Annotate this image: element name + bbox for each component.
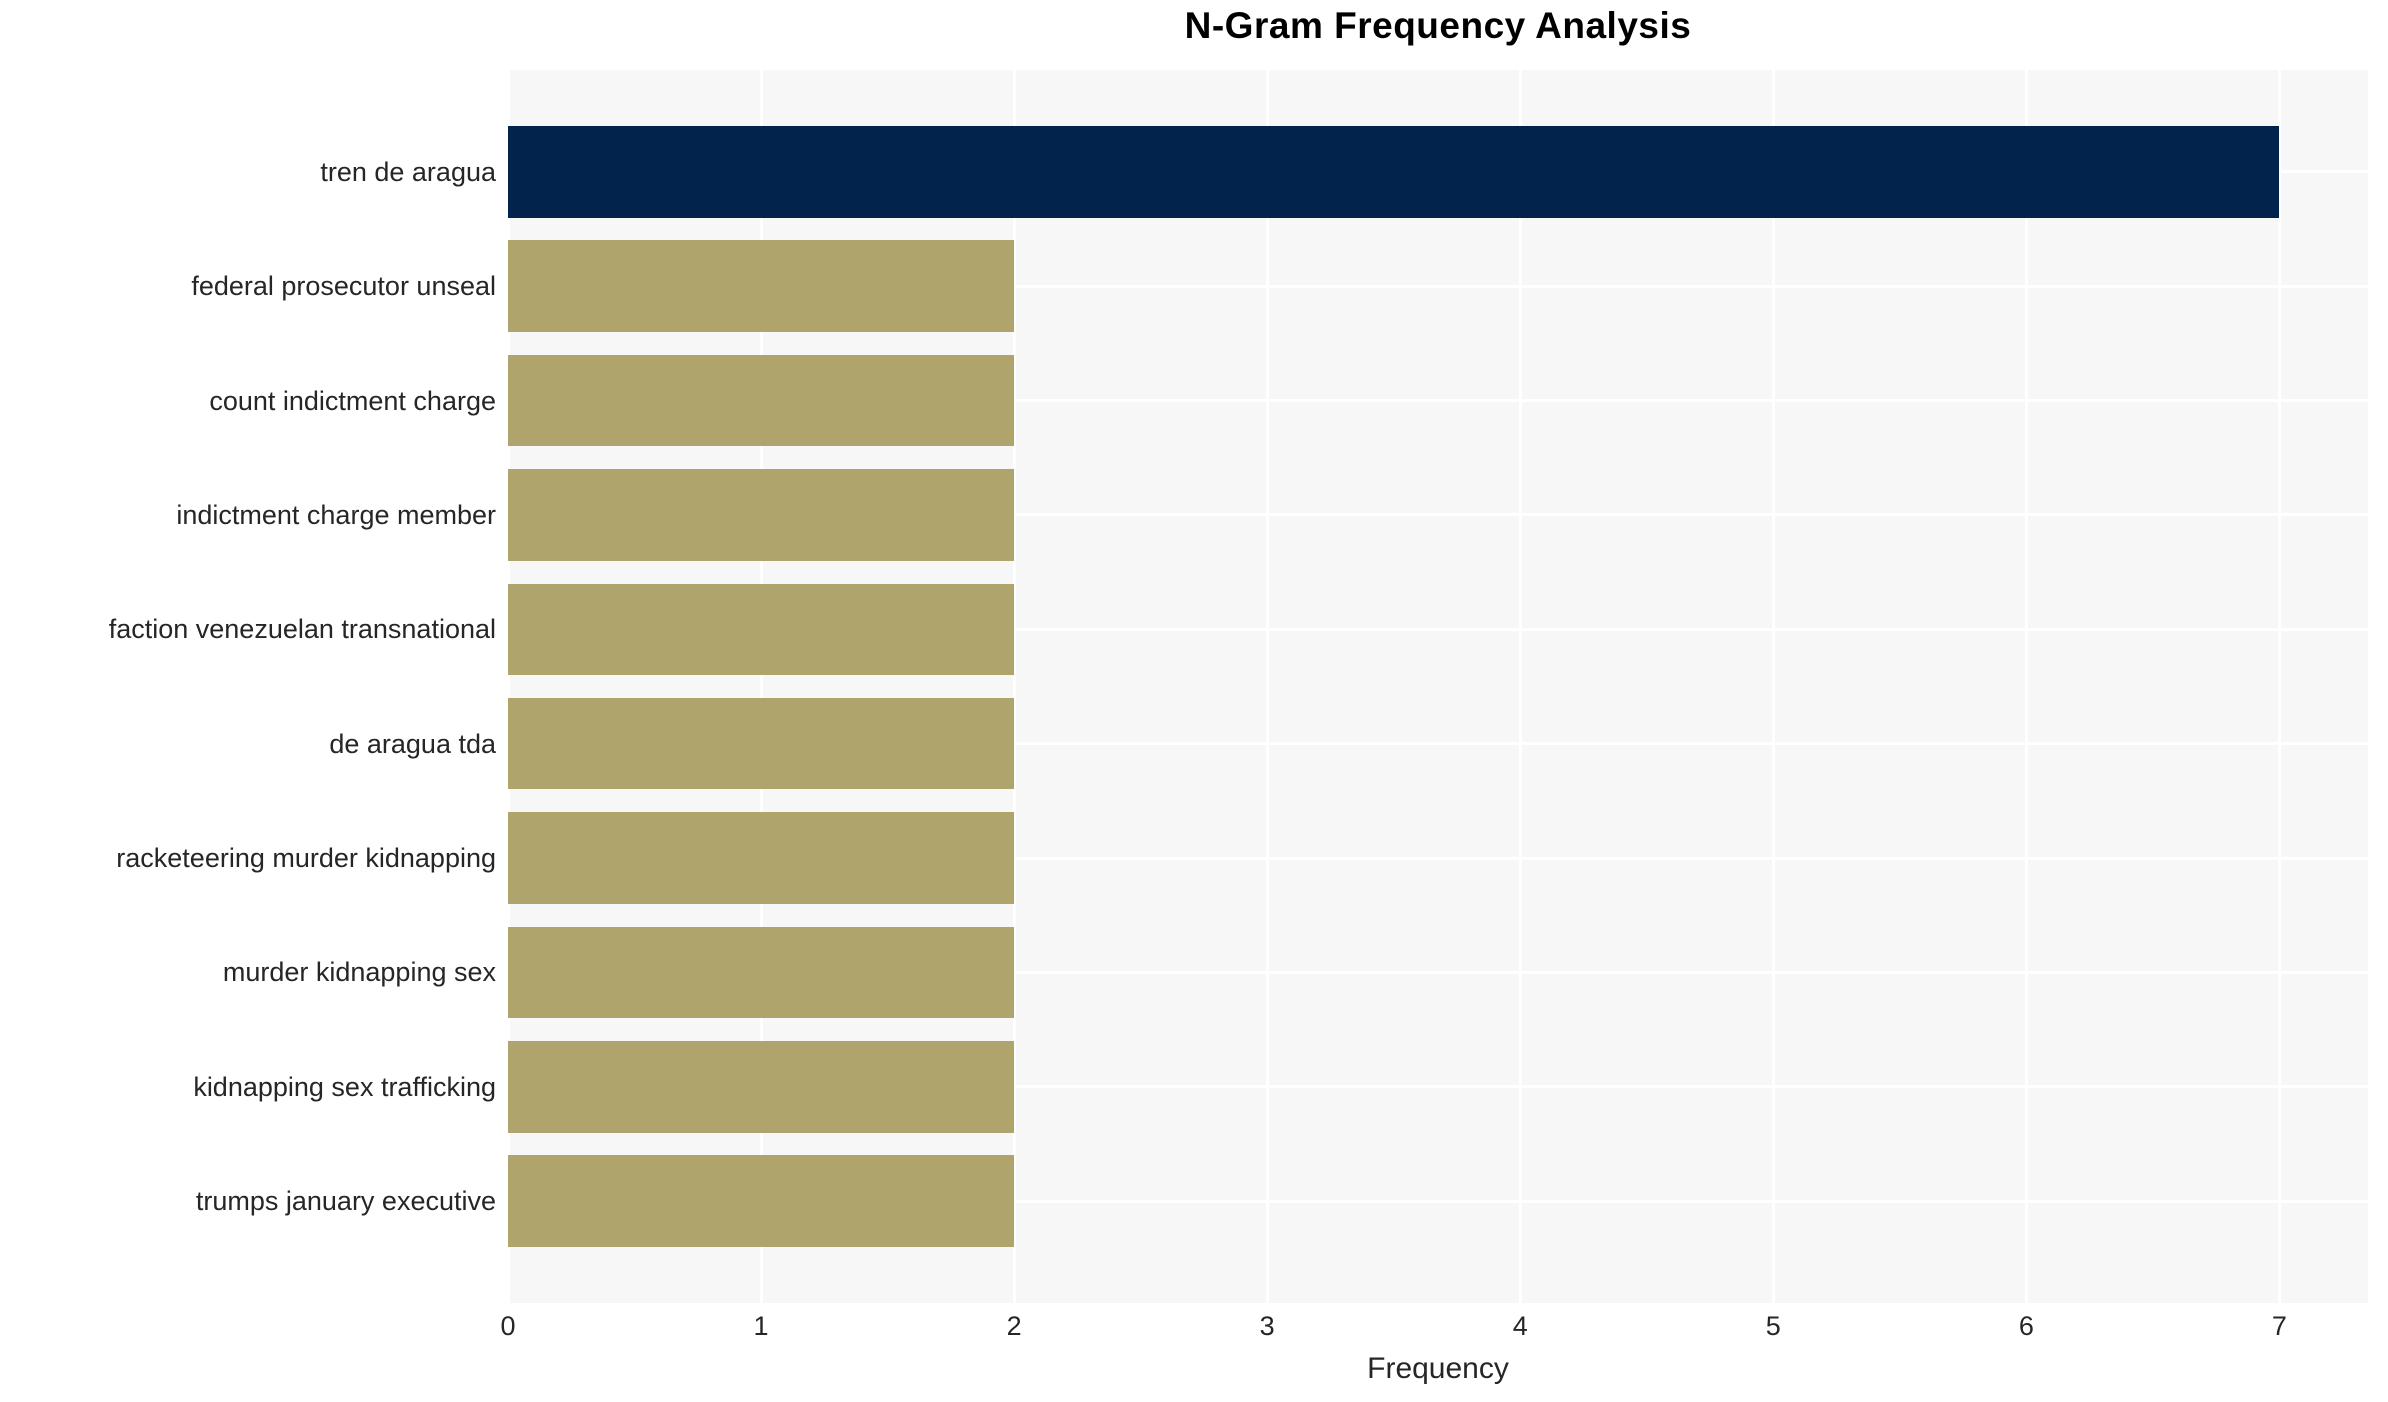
gridline-vertical <box>2277 70 2281 1303</box>
gridline-horizontal <box>508 856 2368 860</box>
x-tick-label: 6 <box>2018 1311 2034 1341</box>
gridline-horizontal <box>508 284 2368 288</box>
bar <box>508 926 1015 1019</box>
category-label: tren de aragua <box>320 156 496 187</box>
x-tick-label: 3 <box>1259 1311 1275 1341</box>
x-tick-label: 2 <box>1006 1311 1022 1341</box>
category-label: kidnapping sex trafficking <box>193 1071 496 1102</box>
gridline-horizontal <box>508 513 2368 517</box>
category-label: count indictment charge <box>209 385 496 416</box>
gridline-horizontal <box>508 970 2368 974</box>
chart-title: N-Gram Frequency Analysis <box>1184 5 1692 46</box>
x-tick-label: 4 <box>1512 1311 1528 1341</box>
bar <box>508 812 1015 904</box>
category-label: trumps january executive <box>195 1186 496 1217</box>
bar <box>508 469 1015 561</box>
bar <box>508 354 1015 447</box>
gridline-horizontal <box>508 399 2368 403</box>
bar <box>508 240 1015 332</box>
gridline-horizontal <box>508 1199 2368 1203</box>
gridline-vertical <box>2024 70 2028 1303</box>
gridline-vertical <box>508 70 510 1303</box>
category-label: racketeering murder kidnapping <box>116 843 496 874</box>
gridline-horizontal <box>508 627 2368 631</box>
gridline-horizontal <box>508 742 2368 746</box>
category-label: murder kidnapping sex <box>222 957 496 988</box>
x-tick-label: 7 <box>2271 1311 2287 1341</box>
plot-area <box>508 70 2368 1303</box>
gridline-vertical <box>1265 70 1269 1303</box>
x-axis-title: Frequency <box>1367 1352 1509 1385</box>
category-label: faction venezuelan transnational <box>108 614 496 645</box>
category-label: indictment charge member <box>176 499 496 530</box>
x-tick-label: 0 <box>500 1311 516 1341</box>
gridline-vertical <box>759 70 763 1303</box>
y-axis-labels: tren de aragua federal prosecutor unseal c… <box>0 70 496 1303</box>
category-label: de aragua tda <box>329 728 496 759</box>
category-label: federal prosecutor unseal <box>191 271 496 302</box>
bar <box>508 126 2280 218</box>
x-axis-ticks: 0 1 2 3 4 5 6 7 <box>500 1311 2368 1345</box>
bar <box>508 1041 1015 1133</box>
bar <box>508 1155 1015 1247</box>
bar <box>508 583 1015 676</box>
gridline-horizontal <box>508 1085 2368 1089</box>
x-tick-label: 1 <box>753 1311 769 1341</box>
x-tick-label: 5 <box>1765 1311 1781 1341</box>
gridline-vertical <box>1518 70 1522 1303</box>
gridline-vertical <box>1012 70 1016 1303</box>
gridline-vertical <box>1771 70 1775 1303</box>
bar <box>508 697 1015 790</box>
